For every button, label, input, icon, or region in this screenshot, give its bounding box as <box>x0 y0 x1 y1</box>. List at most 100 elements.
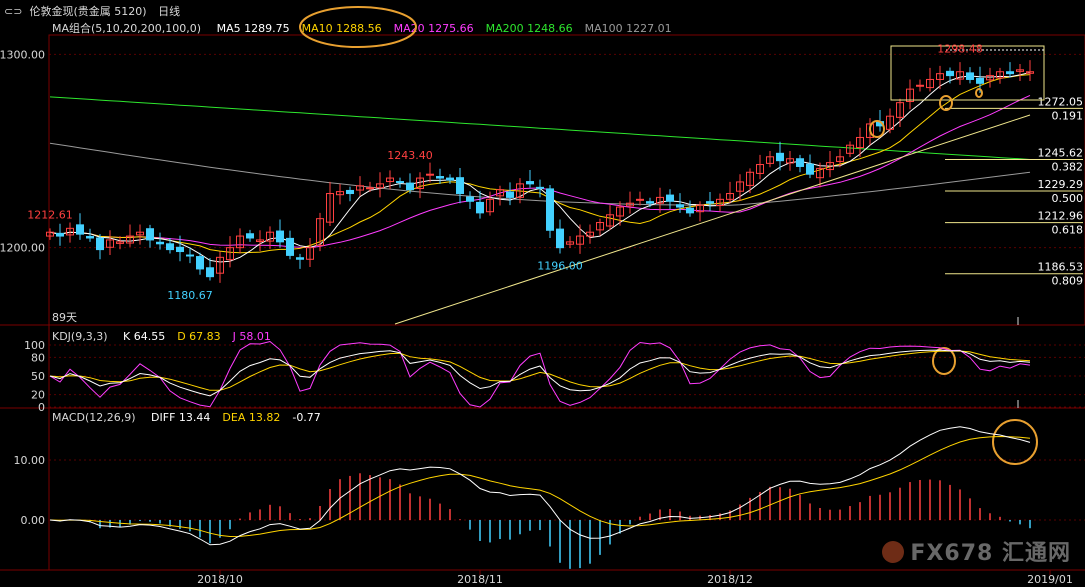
candle-body <box>186 254 194 257</box>
pullback-circle-3 <box>975 88 983 98</box>
candle-body <box>536 186 544 189</box>
kdj-j-line <box>49 340 1031 408</box>
candle-body <box>366 187 374 190</box>
kdj-legend-label[interactable]: KDJ(9,3,3) <box>52 330 108 343</box>
watermark-logo: FX678 汇通网 <box>882 535 1071 567</box>
candle-body <box>516 183 524 198</box>
candle-body <box>986 75 994 81</box>
candle-body <box>336 191 344 196</box>
candle-body <box>826 162 834 171</box>
kdj-legend-item-2: J 58.01 <box>232 330 271 343</box>
candle-body <box>676 204 684 208</box>
candle-body <box>226 247 234 261</box>
candle-body <box>166 243 174 251</box>
instrument-title: 伦敦金现(贵金属 5120) <box>29 5 147 18</box>
candle-body <box>576 235 584 245</box>
kdj-legend-item-0: K 64.55 <box>123 330 166 343</box>
watermark-text: FX678 汇通网 <box>910 541 1071 566</box>
candle-body <box>236 235 244 249</box>
kdj-cross-circle <box>932 347 956 375</box>
candle-body <box>906 88 914 103</box>
ma-legend-item-0: MA5 1289.75 <box>216 22 290 35</box>
candle-body <box>646 201 654 204</box>
macd-tick-label: 0.00 <box>21 514 46 527</box>
candle-body <box>946 70 954 77</box>
bars-count-label: 89天 <box>52 311 77 324</box>
fib-price-label: 1186.53 <box>1038 261 1084 274</box>
candle-body <box>586 231 594 237</box>
ma10-highlight-circle <box>299 6 417 48</box>
candle-body <box>46 231 54 237</box>
fib-price-label: 1229.29 <box>1038 178 1084 191</box>
candle-body <box>666 194 674 202</box>
fib-price-label: 1212.96 <box>1038 210 1084 223</box>
fib-ratio-label: 0.500 <box>1052 192 1084 205</box>
candle-body <box>486 198 494 213</box>
candle-body <box>746 171 754 186</box>
period-label[interactable]: 日线 <box>158 5 181 18</box>
candle-body <box>706 201 714 204</box>
ma-legend-item-1: MA10 1288.56 <box>301 22 382 35</box>
price-annotation: 1212.61 <box>27 208 73 221</box>
candle-body <box>546 188 554 231</box>
kdj-tick-label: 80 <box>31 351 45 364</box>
macd-tick-label: 10.00 <box>14 454 46 467</box>
candle-body <box>616 206 624 217</box>
ma-legend-item-3: MA200 1248.66 <box>485 22 573 35</box>
candle-body <box>866 123 874 138</box>
candle-body <box>176 246 184 253</box>
kdj-legend: KDJ(9,3,3) K 64.55 D 67.83 J 58.01 <box>52 330 283 343</box>
x-tick-label: 2018/11 <box>457 573 503 586</box>
x-tick-label: 2018/10 <box>197 573 243 586</box>
ma-legend-item-4: MA100 1227.01 <box>584 22 672 35</box>
macd-legend-item-2: -0.77 <box>292 411 321 424</box>
candle-body <box>416 177 424 190</box>
macd-dea-line <box>49 435 1031 538</box>
candle-body <box>726 193 734 200</box>
candle-body <box>206 267 214 278</box>
candle-body <box>836 156 844 162</box>
candle-body <box>96 237 104 251</box>
candle-body <box>696 204 704 213</box>
candle-body <box>736 181 744 192</box>
candle-body <box>196 256 204 270</box>
ma-legend-label[interactable]: MA组合(5,10,20,200,100,0) <box>52 22 202 35</box>
ma200-line <box>49 96 1031 160</box>
candle-body <box>86 235 94 239</box>
trend-line <box>394 114 1031 325</box>
price-annotation: 1243.40 <box>387 149 433 162</box>
candle-body <box>56 232 64 237</box>
candle-body <box>1006 71 1014 75</box>
candle-body <box>656 196 664 204</box>
candle-body <box>526 181 534 185</box>
price-annotation: 1298.48 <box>937 42 983 55</box>
fib-price-label: 1272.05 <box>1038 95 1084 108</box>
candle-body <box>376 183 384 189</box>
candle-body <box>506 191 514 198</box>
kdj-tick-label: 0 <box>38 401 45 414</box>
fx678-logo-icon <box>882 541 905 563</box>
candle-body <box>426 173 434 176</box>
candle-body <box>996 71 1004 79</box>
candle-body <box>446 177 454 181</box>
candle-body <box>966 72 974 80</box>
candle-body <box>76 224 84 235</box>
candle-body <box>256 239 264 242</box>
candle-body <box>246 233 254 239</box>
x-tick-label: 2018/12 <box>707 573 753 586</box>
candle-body <box>306 247 314 260</box>
candle-body <box>716 198 724 207</box>
fib-ratio-label: 0.809 <box>1052 275 1084 288</box>
window-menu-icon[interactable]: ⊂⊃ <box>4 5 23 18</box>
candle-body <box>896 102 904 118</box>
candle-body <box>1026 71 1034 74</box>
candle-body <box>396 181 404 184</box>
macd-diff-line <box>49 426 1031 546</box>
candle-body <box>856 136 864 149</box>
macd-legend-label[interactable]: MACD(12,26,9) <box>52 411 136 424</box>
kdj-legend-item-1: D 67.83 <box>177 330 221 343</box>
candle-body <box>796 158 804 167</box>
macd-cross-circle <box>992 419 1038 465</box>
x-tick-label: 2019/01 <box>1027 573 1073 586</box>
